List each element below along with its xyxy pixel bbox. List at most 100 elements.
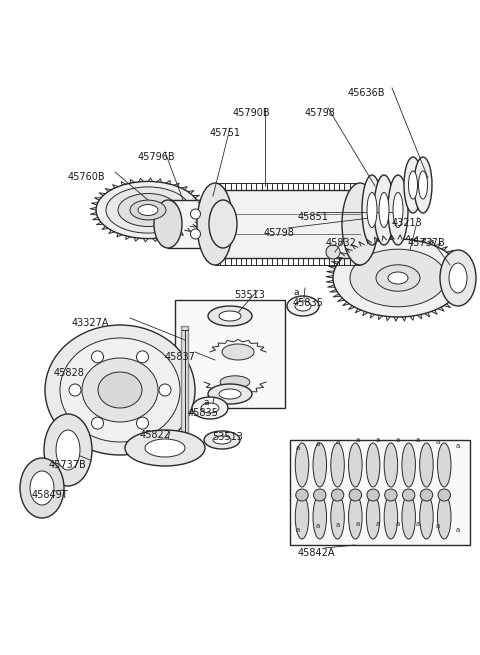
Ellipse shape	[192, 397, 228, 419]
Ellipse shape	[384, 495, 397, 539]
Text: 45837: 45837	[165, 352, 196, 362]
Ellipse shape	[388, 272, 408, 284]
Bar	[168, 200, 223, 248]
Text: a: a	[396, 437, 400, 443]
Ellipse shape	[362, 175, 382, 245]
Ellipse shape	[342, 183, 378, 265]
Text: a: a	[356, 521, 360, 527]
Ellipse shape	[45, 325, 195, 455]
Ellipse shape	[56, 430, 80, 470]
Ellipse shape	[414, 157, 432, 213]
Ellipse shape	[331, 443, 344, 487]
Ellipse shape	[313, 443, 326, 487]
Ellipse shape	[313, 495, 326, 539]
Ellipse shape	[438, 489, 450, 501]
Ellipse shape	[348, 443, 362, 487]
Ellipse shape	[136, 417, 148, 429]
Ellipse shape	[30, 471, 54, 505]
Ellipse shape	[44, 414, 92, 486]
Text: 45737B: 45737B	[408, 238, 446, 248]
Ellipse shape	[404, 157, 422, 213]
Ellipse shape	[402, 489, 415, 501]
Text: 53513: 53513	[234, 290, 265, 300]
Text: 45636B: 45636B	[348, 88, 385, 98]
Ellipse shape	[98, 372, 142, 408]
Ellipse shape	[201, 403, 219, 413]
Ellipse shape	[333, 239, 463, 317]
Text: a: a	[396, 521, 400, 527]
Ellipse shape	[388, 175, 408, 245]
Ellipse shape	[384, 443, 397, 487]
Ellipse shape	[208, 306, 252, 326]
Text: 45751: 45751	[210, 128, 241, 138]
Ellipse shape	[92, 417, 104, 429]
Ellipse shape	[420, 495, 433, 539]
Text: a: a	[336, 522, 340, 528]
Text: 53513: 53513	[212, 432, 243, 442]
Text: 45790B: 45790B	[233, 108, 271, 118]
Ellipse shape	[222, 344, 254, 360]
Ellipse shape	[209, 200, 237, 248]
Bar	[215, 190, 360, 258]
Ellipse shape	[402, 495, 415, 539]
Text: 45835: 45835	[293, 298, 324, 308]
Text: 45832: 45832	[326, 238, 357, 248]
Ellipse shape	[440, 250, 476, 306]
Text: a: a	[296, 527, 300, 533]
Text: 45798: 45798	[305, 108, 336, 118]
Text: a: a	[436, 439, 440, 445]
Ellipse shape	[366, 443, 380, 487]
Bar	[290, 440, 470, 545]
Ellipse shape	[331, 495, 344, 539]
Ellipse shape	[204, 431, 240, 449]
Text: a: a	[416, 437, 420, 443]
Text: a: a	[296, 445, 300, 451]
Ellipse shape	[402, 443, 415, 487]
Ellipse shape	[437, 443, 451, 487]
Ellipse shape	[159, 384, 171, 396]
Ellipse shape	[106, 187, 190, 233]
Ellipse shape	[374, 175, 394, 245]
Ellipse shape	[326, 245, 340, 259]
Text: a: a	[456, 527, 460, 533]
Ellipse shape	[420, 443, 433, 487]
Text: 45842A: 45842A	[298, 548, 336, 558]
Ellipse shape	[213, 436, 231, 444]
Ellipse shape	[82, 358, 158, 422]
Ellipse shape	[449, 263, 467, 293]
Text: a: a	[316, 441, 320, 447]
Ellipse shape	[384, 489, 397, 501]
Ellipse shape	[393, 193, 403, 227]
Text: a: a	[416, 521, 420, 527]
Ellipse shape	[419, 171, 428, 199]
Ellipse shape	[191, 209, 201, 219]
Ellipse shape	[20, 458, 64, 518]
Text: a: a	[204, 398, 209, 407]
Ellipse shape	[154, 200, 182, 248]
Ellipse shape	[437, 495, 451, 539]
Text: 43327A: 43327A	[72, 318, 109, 328]
Text: a: a	[293, 288, 299, 297]
Ellipse shape	[197, 183, 233, 265]
Text: a: a	[376, 521, 380, 527]
Ellipse shape	[125, 430, 205, 466]
Text: 45796B: 45796B	[138, 152, 176, 162]
Ellipse shape	[331, 489, 344, 501]
Ellipse shape	[379, 193, 389, 227]
Ellipse shape	[348, 495, 362, 539]
Ellipse shape	[366, 495, 380, 539]
Ellipse shape	[118, 193, 178, 227]
Ellipse shape	[219, 311, 241, 321]
Text: 45737B: 45737B	[49, 460, 87, 470]
Ellipse shape	[130, 200, 166, 220]
Text: 45849T: 45849T	[32, 490, 69, 500]
Text: a: a	[456, 443, 460, 449]
Text: 43213: 43213	[392, 218, 423, 228]
Ellipse shape	[136, 351, 148, 363]
Text: 45822: 45822	[140, 430, 171, 440]
Ellipse shape	[295, 443, 309, 487]
Ellipse shape	[349, 489, 361, 501]
Ellipse shape	[367, 193, 377, 227]
Ellipse shape	[92, 351, 104, 363]
Ellipse shape	[220, 376, 250, 388]
